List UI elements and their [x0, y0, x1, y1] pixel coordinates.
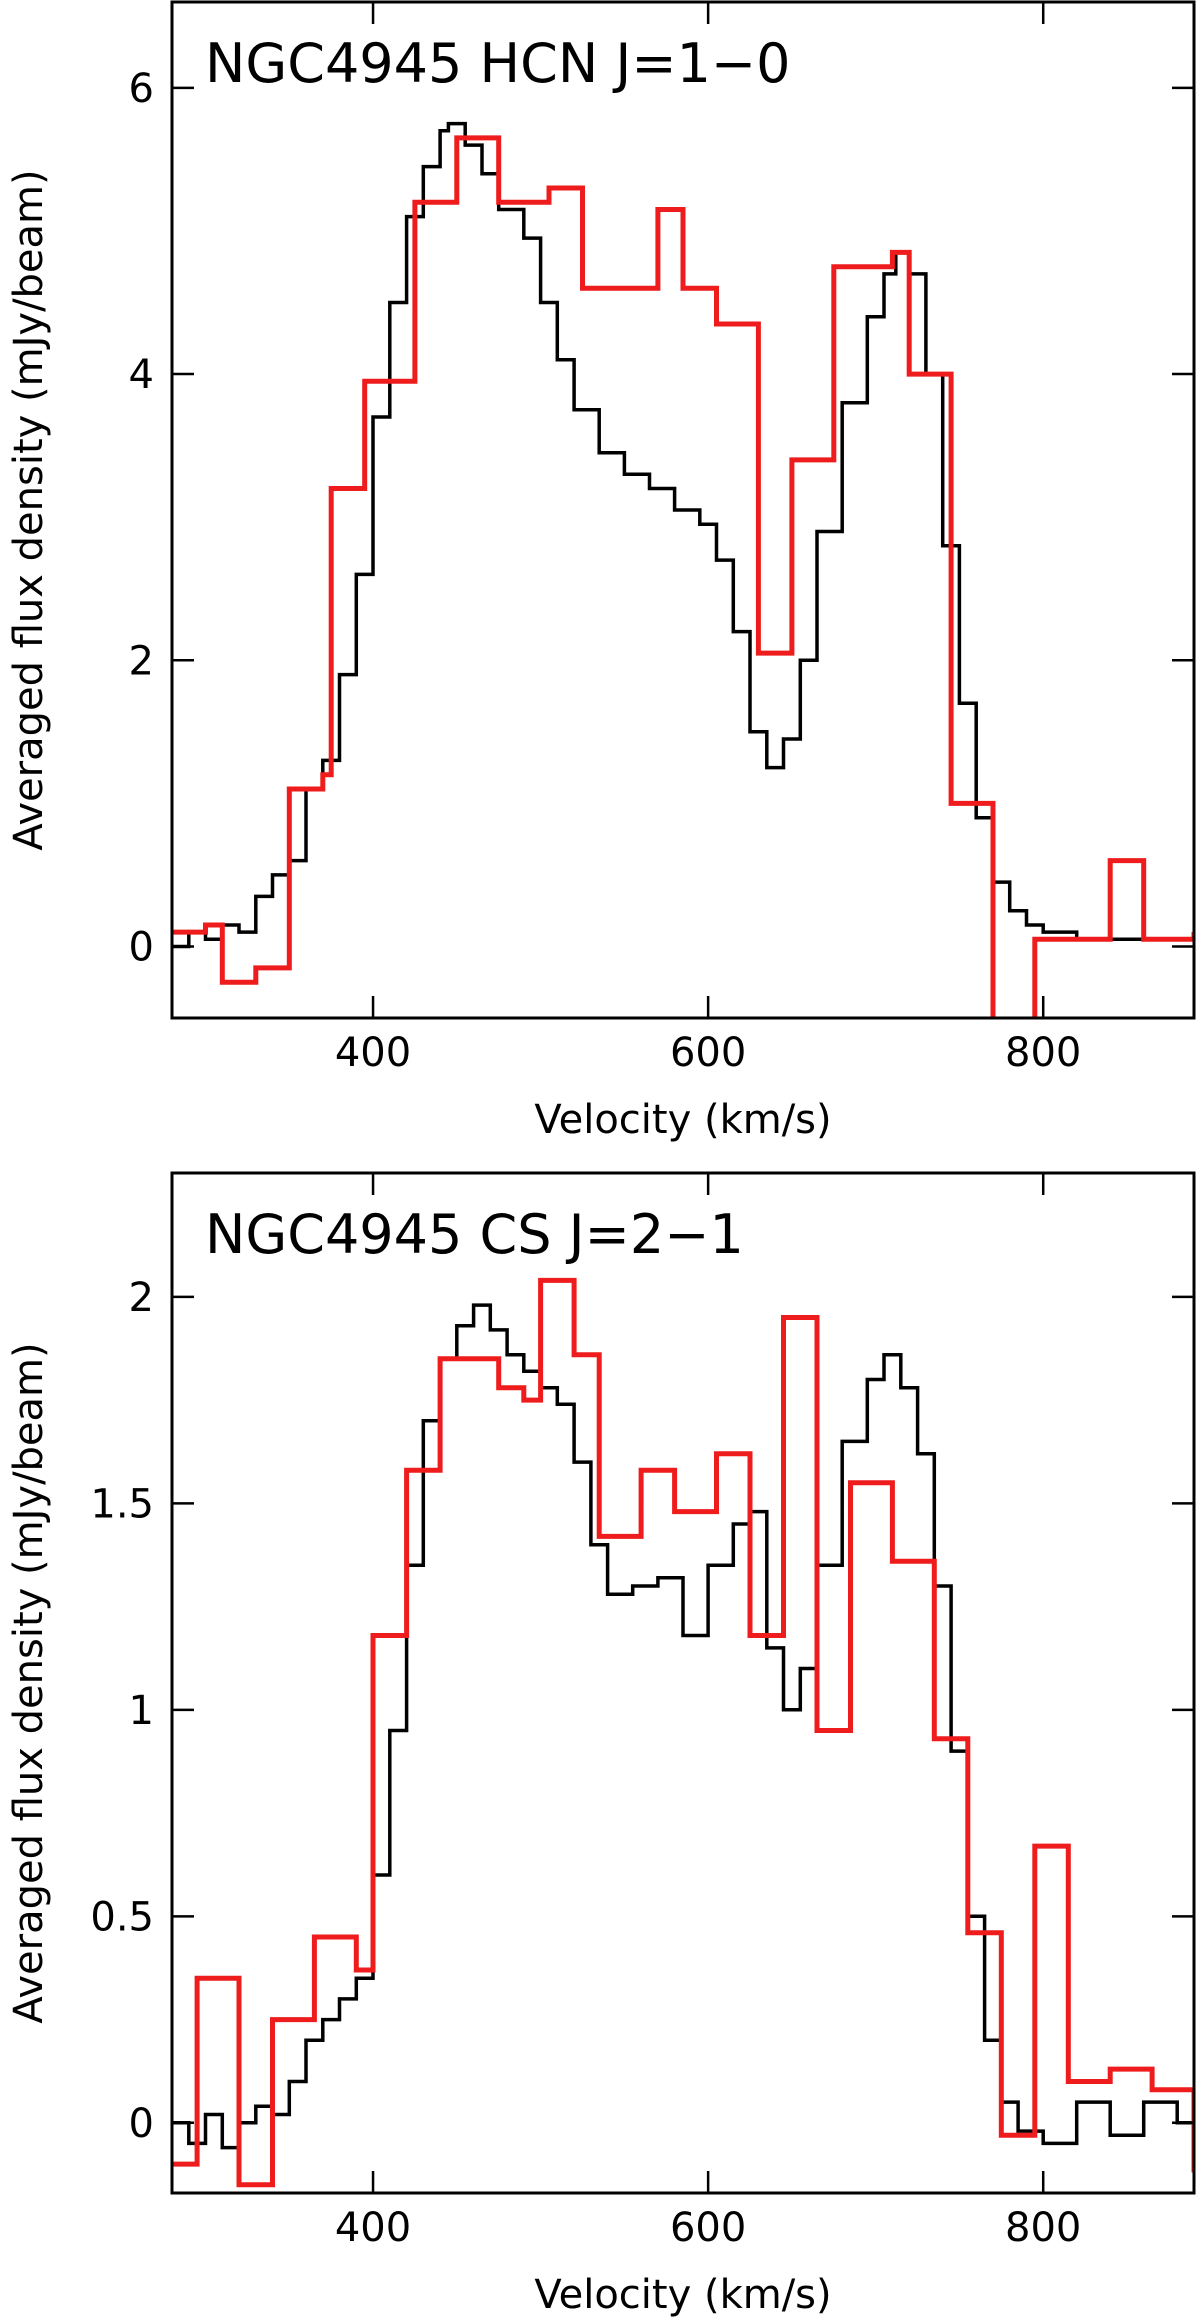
cs-series-layer [172, 1277, 1194, 2188]
cs-panel: 400 600 800 0 0.5 1 1.5 2 NGC4945 CS J=2−1 Velo… [6, 1171, 1196, 2318]
hcn-model-series-line [172, 135, 1194, 1018]
cs-y-tick-label: 0.5 [90, 1894, 154, 1940]
cs-y-tick-label: 1 [129, 1688, 154, 1734]
cs-plot-frame [170, 1171, 1196, 2195]
cs-y-axis-title: Averaged flux density (mJy/beam) [6, 1342, 52, 2023]
hcn-tick-layer: 400 600 800 0 2 4 6 [129, 2, 1194, 1076]
hcn-y-tick-label: 4 [129, 352, 154, 398]
hcn-panel: 400 600 800 0 2 4 6 NGC4945 HCN J=1−0 Velocity… [6, 0, 1196, 1143]
cs-x-tick-label: 400 [335, 2205, 411, 2251]
hcn-plot-frame [170, 0, 1196, 1020]
hcn-y-tick-label: 0 [129, 924, 154, 970]
cs-y-tick-label: 0 [129, 2101, 154, 2147]
cs-y-tick-label: 1.5 [90, 1481, 154, 1527]
cs-x-axis-title: Velocity (km/s) [534, 2272, 831, 2318]
hcn-y-tick-label: 6 [129, 66, 154, 112]
hcn-series-layer [172, 121, 1194, 1018]
cs-x-tick-label: 800 [1005, 2205, 1081, 2251]
cs-y-tick-label: 2 [129, 1275, 154, 1321]
hcn-x-tick-label: 400 [335, 1030, 411, 1076]
cs-x-tick-label: 600 [670, 2205, 746, 2251]
hcn-x-tick-label: 600 [670, 1030, 746, 1076]
hcn-panel-title: NGC4945 HCN J=1−0 [205, 32, 791, 95]
cs-tick-layer: 400 600 800 0 0.5 1 1.5 2 [90, 1173, 1194, 2251]
hcn-x-axis-title: Velocity (km/s) [534, 1097, 831, 1143]
cs-observed-series-line [172, 1303, 1194, 2150]
hcn-y-tick-label: 2 [129, 638, 154, 684]
hcn-y-axis-title: Averaged flux density (mJy/beam) [6, 169, 52, 850]
cs-model-series-line [172, 1277, 1194, 2188]
cs-panel-title: NGC4945 CS J=2−1 [205, 1203, 744, 1266]
hcn-x-tick-label: 800 [1005, 1030, 1081, 1076]
